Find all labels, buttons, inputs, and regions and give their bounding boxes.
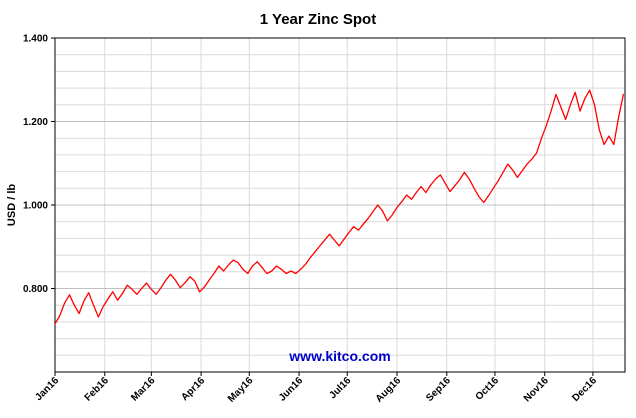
y-axis-labels: 0.800 1.000 1.200 1.400 [23,34,48,296]
kitco-watermark: www.kitco.com [288,348,390,364]
y-tick-label: 1.200 [23,117,48,128]
y-tick-label: 1.000 [23,201,48,212]
gridlines [55,37,625,372]
plot-border [54,37,626,373]
y-tick-label: 1.400 [23,34,48,45]
price-line [54,89,625,325]
axes [51,37,626,376]
y-axis-title: USD / lb [6,184,18,226]
y-tick-label: 0.800 [23,284,48,295]
chart-title: 1 Year Zinc Spot [260,11,376,28]
